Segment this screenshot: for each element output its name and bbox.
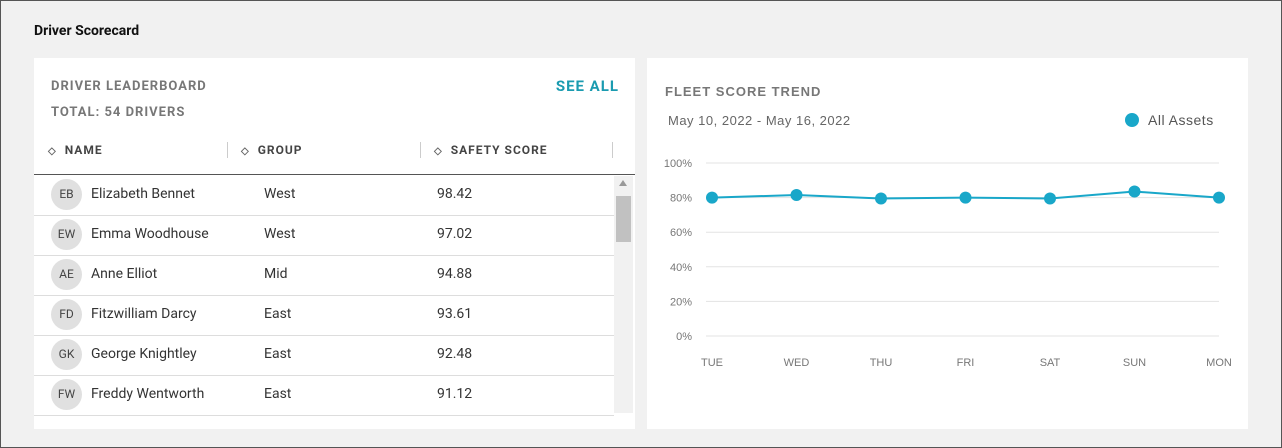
x-tick-label: SAT [1040,357,1061,369]
legend-label: All Assets [1148,112,1214,128]
avatar: FW [51,379,82,410]
legend-marker [1125,113,1139,127]
data-point [875,192,887,205]
column-separator [612,142,613,158]
safety-score: 93.61 [437,306,473,322]
column-separator [227,142,228,158]
total-drivers: TOTAL: 54 DRIVERS [51,105,186,120]
data-point [1213,191,1225,204]
x-tick-label: SUN [1123,357,1146,369]
data-point [790,189,803,202]
chart-title: FLEET SCORE TREND [665,84,821,99]
table-row[interactable]: EB Elizabeth Bennet West 98.42 [34,175,614,216]
safety-score: 92.48 [437,346,473,362]
header-divider [34,174,635,175]
y-tick-label: 20% [670,296,692,308]
column-header[interactable]: SAFETY SCORE [434,143,548,157]
chart-subtitle: May 10, 2022 - May 16, 2022 [668,113,851,128]
table-row[interactable]: GK George Knightley East 92.48 [34,335,614,376]
column-header[interactable]: NAME [48,143,103,157]
page-title: Driver Scorecard [34,23,140,39]
column-separator [420,142,421,158]
avatar: GK [51,339,82,370]
x-tick-label: TUE [701,357,723,369]
y-tick-label: 0% [676,331,692,343]
leaderboard-title: DRIVER LEADERBOARD [51,79,207,94]
driver-group: East [264,306,292,322]
avatar: AE [51,259,82,290]
safety-score: 94.88 [437,266,473,282]
safety-score: 91.12 [437,386,473,402]
table-row[interactable]: FD Fitzwilliam Darcy East 93.61 [34,295,614,336]
driver-group: West [264,186,296,202]
x-tick-label: WED [784,357,810,369]
driver-name: Emma Woodhouse [91,226,209,242]
trend-card: FLEET SCORE TREND May 10, 2022 - May 16,… [647,58,1248,429]
avatar: FD [51,299,82,330]
chart: FLEET SCORE TREND May 10, 2022 - May 16,… [664,84,1232,369]
driver-group: East [264,346,292,362]
driver-name: George Knightley [91,346,197,362]
safety-score: 97.02 [437,226,473,242]
x-tick-label: THU [870,357,893,369]
driver-name: Elizabeth Bennet [91,186,195,202]
table-row[interactable]: EW Emma Woodhouse West 97.02 [34,215,614,256]
driver-name: Anne Elliot [91,266,158,282]
y-tick-label: 100% [664,158,692,170]
data-point [1044,192,1056,205]
x-tick-label: FRI [957,357,975,369]
see-all-link[interactable]: SEE ALL [555,77,619,95]
avatar: EB [51,179,82,210]
driver-group: East [264,386,292,402]
data-point [706,191,718,204]
y-tick-label: 80% [670,193,692,205]
scroll-thumb[interactable] [616,196,631,242]
table-row[interactable]: FW Freddy Wentworth East 91.12 [34,375,614,416]
safety-score: 98.42 [437,186,473,202]
driver-name: Freddy Wentworth [91,386,205,402]
driver-group: West [264,226,296,242]
driver-name: Fitzwilliam Darcy [91,306,197,322]
leaderboard-card: DRIVER LEADERBOARD TOTAL: 54 DRIVERS SEE… [34,58,635,429]
y-tick-label: 40% [670,262,692,274]
driver-group: Mid [264,266,288,282]
scroll-arrow[interactable] [619,180,627,186]
avatar: EW [51,219,82,250]
table-row[interactable]: AE Anne Elliot Mid 94.88 [34,255,614,296]
data-point [1128,185,1141,198]
y-tick-label: 60% [670,227,692,239]
scrollbar[interactable] [614,176,633,413]
column-header[interactable]: GROUP [241,143,303,157]
x-tick-label: MON [1206,357,1232,369]
data-point [959,191,972,204]
